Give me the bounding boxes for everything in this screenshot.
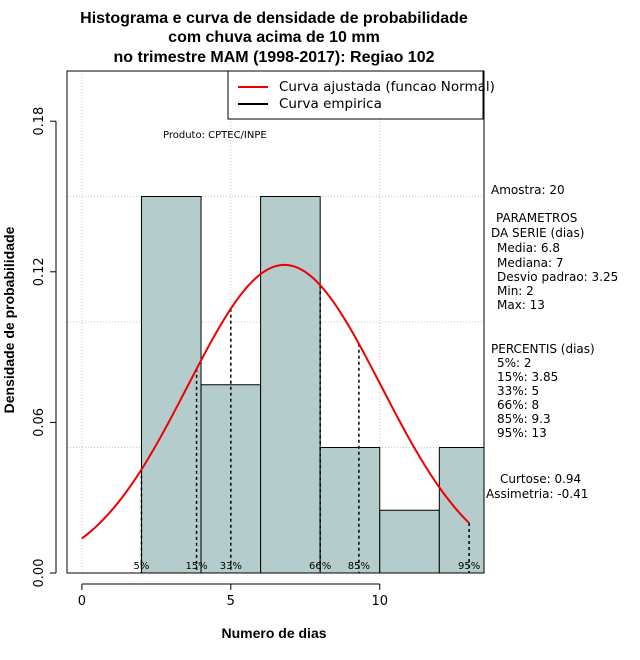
percentile-label-1: 15% (185, 561, 207, 572)
chart-title: Histograma e curva de densidade de proba… (80, 10, 468, 66)
param-mean: Media: 6.8 (497, 241, 560, 255)
legend-normal-label: Curva ajustada (funcao Normal) (279, 79, 495, 95)
y-tick-label-1: 0.06 (32, 408, 47, 437)
percentile-5: 5%: 2 (497, 356, 532, 370)
percentile-label-0: 5% (134, 561, 150, 572)
chart-title-line-3: no trimestre MAM (1998-2017): Regiao 102 (114, 49, 435, 66)
chart-title-line-1: Histograma e curva de densidade de proba… (80, 10, 468, 27)
y-tick-label-3: 0.18 (32, 107, 47, 136)
percentile-label-2: 33% (220, 561, 242, 572)
params-title-2: DA SERIE (dias) (491, 226, 584, 240)
x-tick-label-2: 10 (371, 594, 388, 609)
statistics-panel: Amostra: 20 PARAMETROS DA SERIE (dias) M… (486, 183, 618, 501)
y-tick-label-2: 0.12 (32, 257, 47, 286)
legend-empirical-label: Curva empirica (279, 96, 382, 112)
percentile-label-3: 66% (309, 561, 331, 572)
normal-fit-curve (81, 263, 470, 540)
x-axis-label: Numero de dias (221, 625, 326, 641)
histogram-bar-4 (379, 509, 440, 574)
params-title-1: PARAMETROS (496, 211, 577, 225)
histogram-bar-5 (438, 447, 485, 574)
skewness: Assimetria: -0.41 (486, 487, 588, 501)
legend: Curva ajustada (funcao Normal) Curva emp… (227, 70, 495, 120)
percentile-lines: 5% 15% 33% 66% 85% 95% (134, 285, 480, 573)
histogram-bar-0 (140, 196, 202, 574)
percentile-66: 66%: 8 (497, 398, 539, 412)
percentile-label-4: 85% (348, 561, 370, 572)
y-tick-label-0: 0.00 (32, 559, 47, 588)
y-axis: 0.00 0.06 0.12 0.18 (32, 107, 57, 588)
kurtosis: Curtose: 0.94 (500, 472, 581, 486)
histogram-bars (140, 196, 485, 574)
x-axis: 0 5 10 (78, 583, 388, 609)
legend-box (227, 70, 484, 120)
histogram-bar-1 (200, 384, 262, 574)
percentiles-title: PERCENTIS (dias) (491, 342, 595, 356)
histogram-bar-3 (319, 447, 381, 574)
param-sd: Desvio padrao: 3.25 (497, 270, 618, 284)
histogram-bar-2 (260, 196, 321, 574)
x-tick-label-0: 0 (78, 594, 86, 609)
param-median: Mediana: 7 (497, 256, 564, 270)
y-axis-label: Densidade de probabilidade (1, 226, 17, 413)
percentile-33: 33%: 5 (497, 384, 539, 398)
param-min: Min: 2 (497, 284, 534, 298)
percentile-label-5: 95% (458, 561, 480, 572)
param-max: Max: 13 (497, 298, 545, 312)
x-tick-label-1: 5 (227, 594, 235, 609)
percentile-15: 15%: 3.85 (497, 370, 558, 384)
percentile-85: 85%: 9.3 (497, 412, 551, 426)
percentile-95: 95%: 13 (497, 426, 547, 440)
sample-size: Amostra: 20 (491, 183, 565, 197)
chart-title-line-2: com chuva acima de 10 mm (168, 29, 380, 46)
source-note: Produto: CPTEC/INPE (163, 130, 267, 141)
